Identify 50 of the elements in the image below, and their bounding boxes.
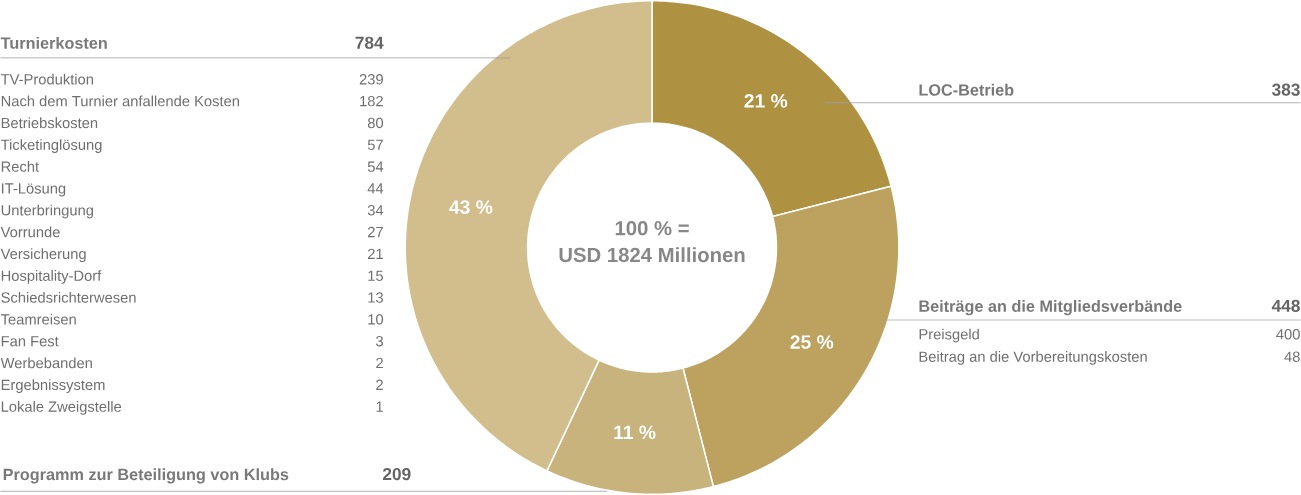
text: 2: [376, 357, 383, 369]
text: 209: [382, 467, 411, 481]
text: Lokale Zweigstelle: [1, 401, 122, 415]
text: Versicherung: [0, 248, 86, 262]
text: 21: [368, 248, 383, 259]
text: 15: [368, 270, 384, 281]
text: 383: [1271, 83, 1300, 96]
text: Unterbringung: [1, 204, 94, 219]
text: 44: [367, 183, 384, 194]
text: 54: [367, 161, 384, 172]
text: Nach dem Turnier anfallende Kosten: [1, 95, 239, 107]
text: 27: [368, 226, 383, 238]
text: 400: [1276, 328, 1300, 340]
data-label: 25 %: [790, 335, 834, 349]
text: Beitrag an die Vorbereitungskosten: [919, 351, 1147, 365]
text: 182: [360, 95, 383, 107]
text: 48: [1284, 351, 1300, 362]
text: Teamreisen: [0, 313, 76, 325]
text: Werbebanden: [0, 357, 92, 369]
text: 80: [367, 117, 384, 129]
text: IT-Lösung: [1, 183, 66, 197]
text: 448: [1271, 299, 1300, 312]
slice-label: Beiträge an die Mitgliedsverbände: [919, 299, 1182, 316]
text: 239: [359, 74, 383, 85]
text: Vorrunde: [0, 226, 60, 238]
text: 3: [376, 335, 383, 347]
text: Schiedsrichterwesen: [1, 291, 136, 303]
text: 10: [368, 314, 384, 325]
slice-label: Programm zur Beteiligung von Klubs: [3, 468, 289, 484]
text: USD 1824 Millionen: [559, 247, 745, 263]
data-label: 11 %: [614, 425, 656, 440]
data-label: 21 %: [744, 94, 788, 108]
slice-label: LOC-Betrieb: [919, 83, 1014, 96]
data-label: 43 %: [449, 200, 493, 214]
text: Ergebnissystem: [1, 379, 105, 393]
text: 57: [367, 139, 383, 150]
text: Hospitality-Dorf: [1, 270, 102, 284]
slice-label: Turnierkosten: [0, 36, 107, 49]
text: Preisgeld: [919, 328, 979, 343]
text: Fan Fest: [1, 336, 59, 347]
text: 1: [376, 401, 383, 412]
text: 34: [367, 204, 384, 216]
text: TV-Produktion: [0, 73, 93, 85]
text: 2: [376, 379, 383, 390]
text: Betriebskosten: [1, 117, 98, 129]
text: Recht: [1, 160, 39, 172]
text: 13: [368, 292, 383, 303]
text: 784: [355, 36, 384, 49]
text: Ticketinglösung: [0, 139, 102, 153]
text: 100 % =: [615, 220, 689, 236]
